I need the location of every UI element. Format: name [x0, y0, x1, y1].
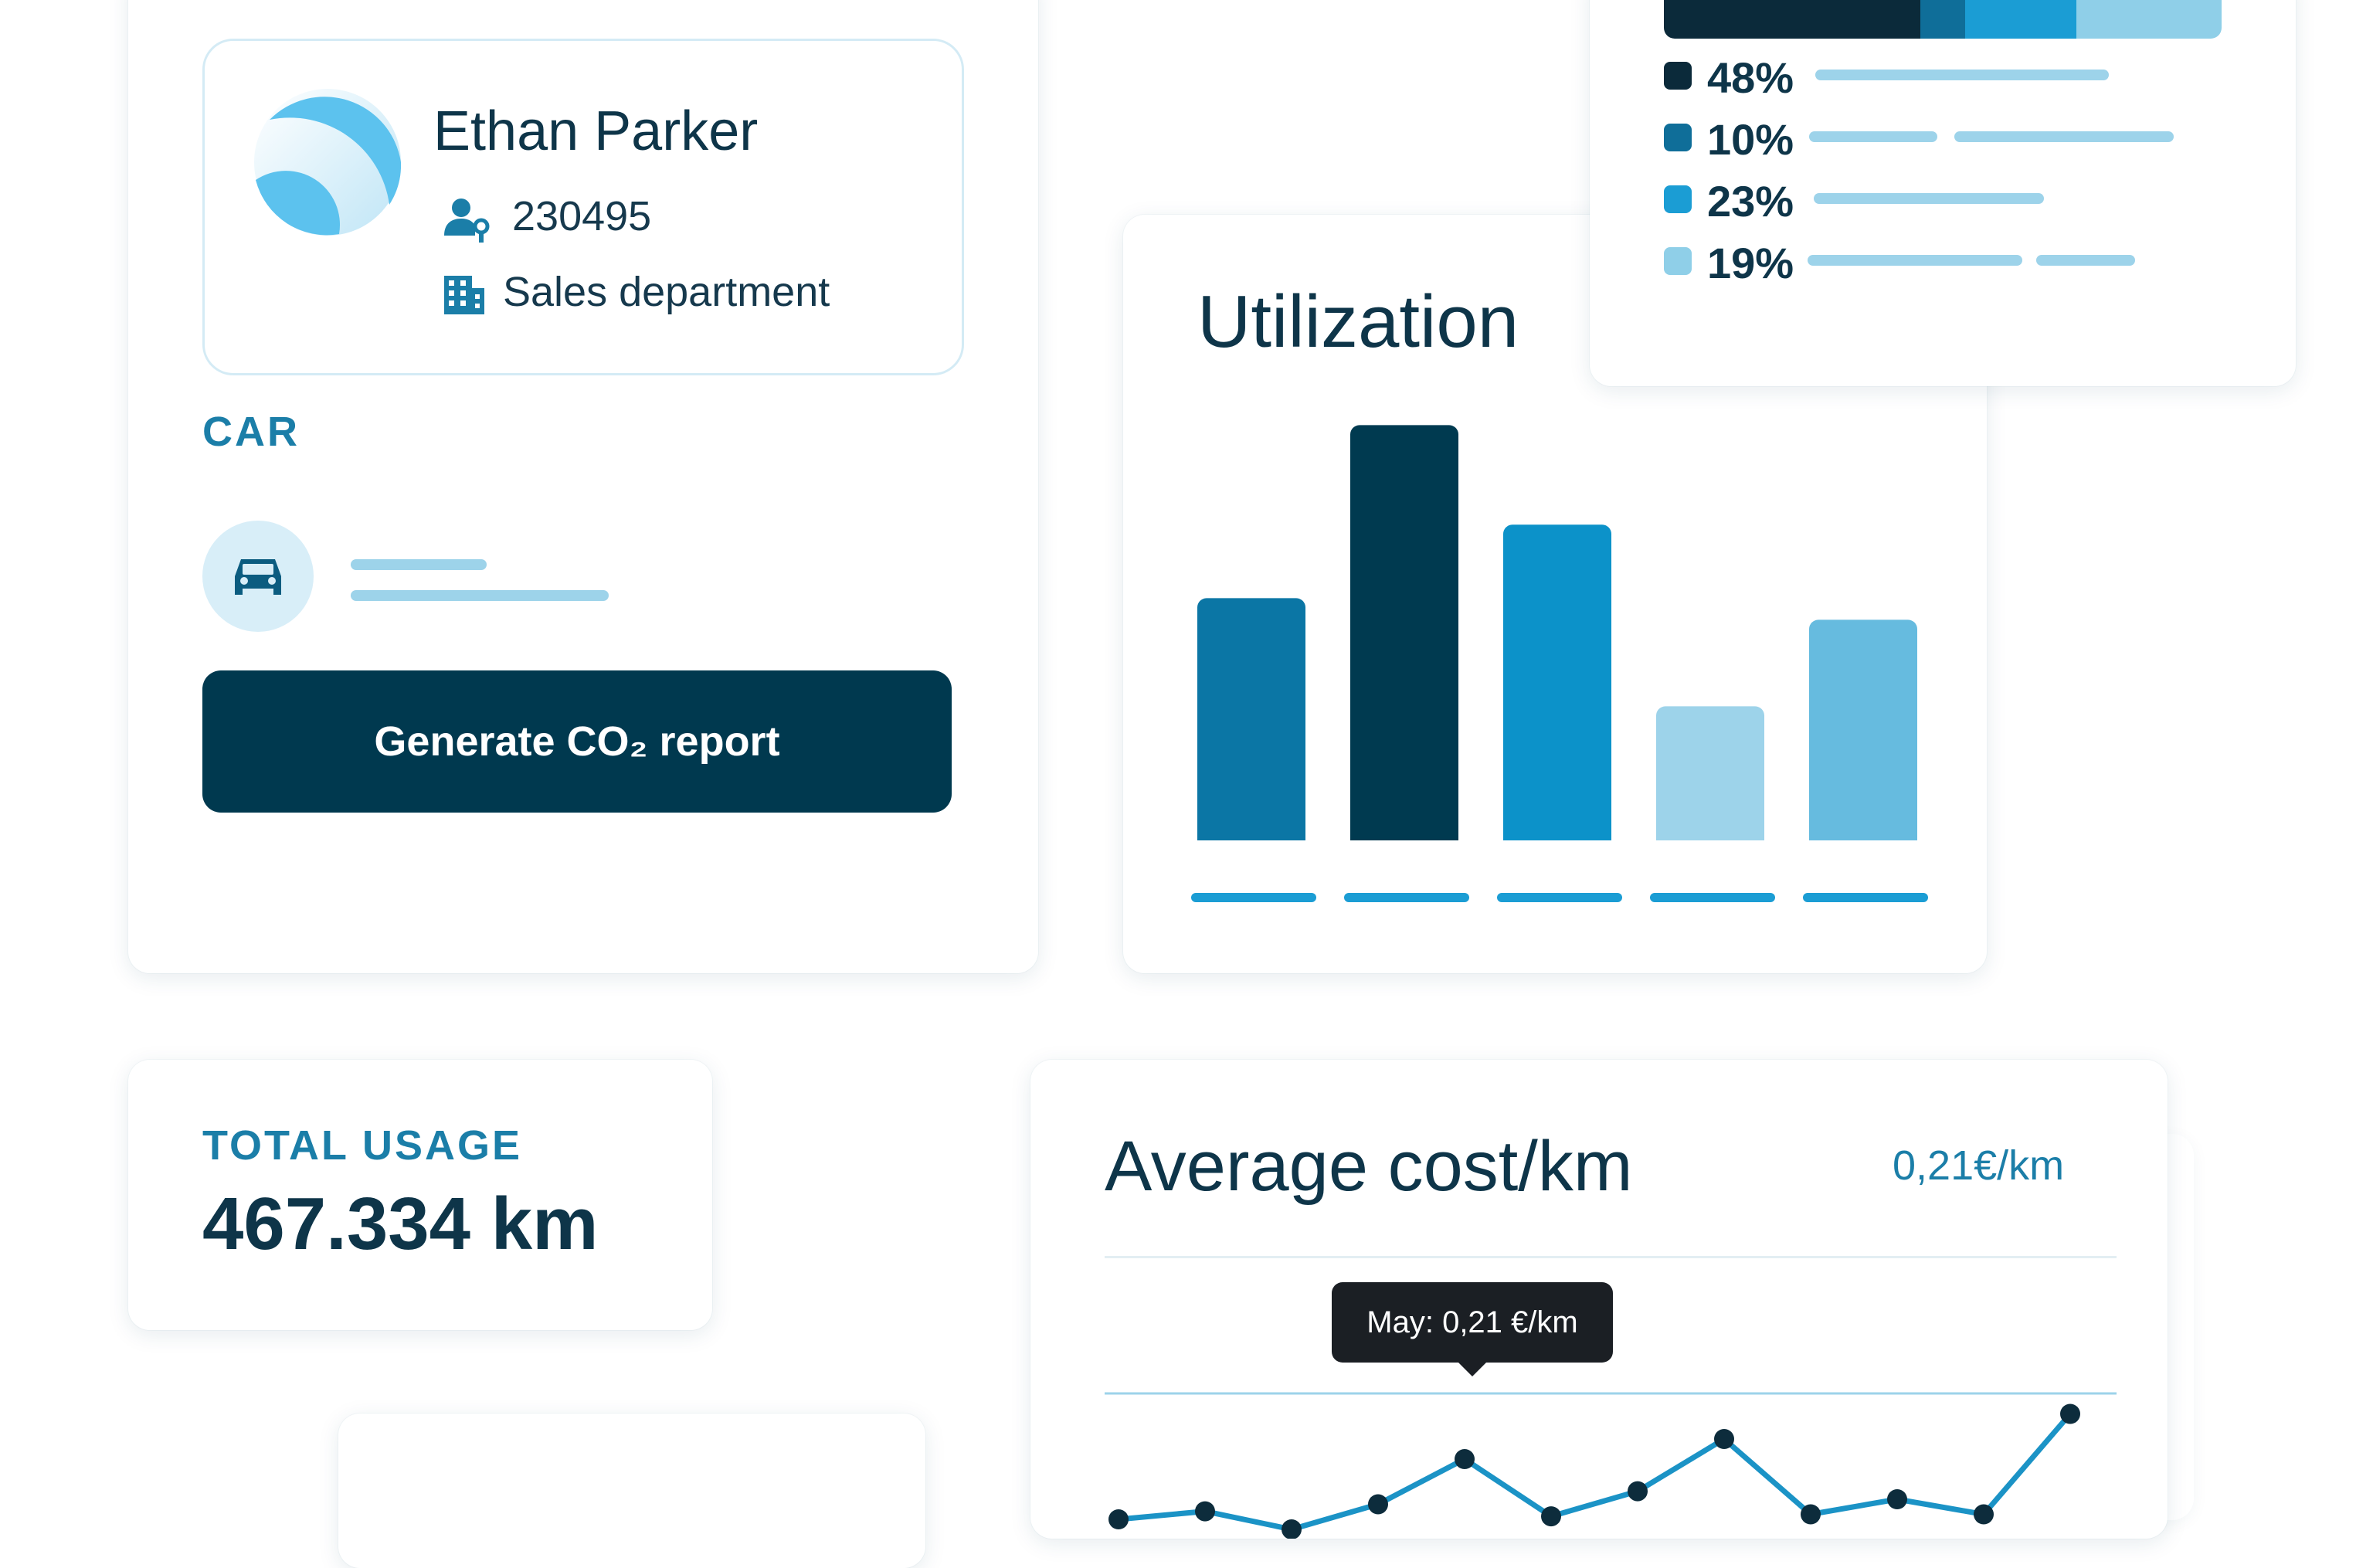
cost-data-point[interactable] [1887, 1489, 1907, 1509]
utilization-card: Utilization [1123, 215, 1987, 973]
user-key-icon [444, 199, 490, 243]
profile-card: Ethan Parker 230495 Sales department CAR [128, 0, 1038, 973]
department: Sales department [503, 269, 830, 315]
total-usage-card: TOTAL USAGE 467.334 km [128, 1060, 712, 1330]
cost-data-point[interactable] [1628, 1481, 1648, 1502]
cost-data-point[interactable] [1801, 1504, 1821, 1525]
stacked-share-bar [1664, 0, 2222, 39]
cost-data-point[interactable] [2060, 1403, 2080, 1424]
legend-row: 10% [1664, 114, 2220, 164]
placeholder-line [1954, 131, 2174, 142]
total-usage-label: TOTAL USAGE [202, 1122, 523, 1169]
car-avatar [202, 521, 314, 632]
average-cost-value: 0,21€/km [1893, 1142, 2065, 1189]
legend-value: 23% [1707, 177, 1794, 226]
legend-row: 48% [1664, 53, 2220, 102]
cost-data-point[interactable] [1368, 1494, 1388, 1515]
bar-category-label [1191, 893, 1316, 902]
cost-data-point[interactable] [1974, 1504, 1994, 1525]
bar-category-label [1803, 893, 1928, 902]
utilization-bar[interactable] [1197, 598, 1305, 851]
bar-category-label [1497, 893, 1622, 902]
total-usage-value: 467.334 km [202, 1183, 599, 1265]
cost-data-point[interactable] [1541, 1506, 1561, 1527]
generate-co2-report-button[interactable]: Generate CO₂ report [202, 670, 952, 813]
legend-swatch [1664, 247, 1692, 275]
cost-data-point[interactable] [1108, 1509, 1129, 1529]
placeholder-line [1814, 193, 2044, 204]
cost-series-line [1118, 1412, 2073, 1532]
legend-row: 23% [1664, 176, 2220, 226]
legend-swatch [1664, 185, 1692, 213]
segment-10 [1920, 0, 1965, 39]
legend-swatch [1664, 62, 1692, 90]
segment-19 [2076, 0, 2222, 39]
placeholder-line [2036, 255, 2135, 266]
placeholder-line [351, 559, 487, 570]
legend-value: 19% [1707, 239, 1794, 287]
employee-info-box: Ethan Parker 230495 Sales department [202, 39, 964, 375]
bottom-card [338, 1414, 925, 1568]
average-cost-title: Average cost/km [1105, 1127, 1633, 1206]
utilization-bar-chart [1123, 425, 1987, 902]
bar-category-label [1344, 893, 1469, 902]
car-icon [235, 559, 281, 595]
placeholder-line [1808, 255, 2022, 266]
building-icon [444, 276, 484, 314]
cost-data-point[interactable] [1282, 1519, 1302, 1539]
utilization-bar[interactable] [1503, 524, 1611, 851]
share-legend-card: 48% 10% 23% 19% [1590, 0, 2296, 386]
placeholder-line [351, 590, 609, 601]
divider [1105, 1256, 2117, 1258]
employee-name: Ethan Parker [433, 100, 759, 162]
utilization-bar[interactable] [1656, 706, 1764, 851]
avatar [254, 89, 401, 236]
car-section-label: CAR [202, 409, 300, 455]
chart-tooltip: May: 0,21 €/km [1332, 1282, 1613, 1376]
average-cost-card: Average cost/km 0,21€/km May: 0,21 €/km [1030, 1060, 2168, 1539]
placeholder-line [1815, 70, 2109, 80]
cost-data-point[interactable] [1714, 1429, 1734, 1449]
utilization-title: Utilization [1197, 280, 1519, 363]
segment-23 [1964, 0, 2077, 39]
placeholder-line [1809, 131, 1937, 142]
employee-id: 230495 [512, 193, 652, 239]
legend-swatch [1664, 124, 1692, 151]
segment-48 [1664, 0, 1921, 39]
legend-value: 48% [1707, 53, 1794, 102]
cost-data-point[interactable] [1455, 1449, 1475, 1469]
utilization-bar[interactable] [1350, 425, 1458, 851]
bar-category-label [1650, 893, 1775, 902]
bar-baseline-mask [1123, 840, 1987, 871]
utilization-bar[interactable] [1809, 619, 1917, 851]
legend-row: 19% [1664, 238, 2220, 287]
legend-value: 10% [1707, 115, 1794, 164]
cost-data-point[interactable] [1195, 1501, 1215, 1522]
